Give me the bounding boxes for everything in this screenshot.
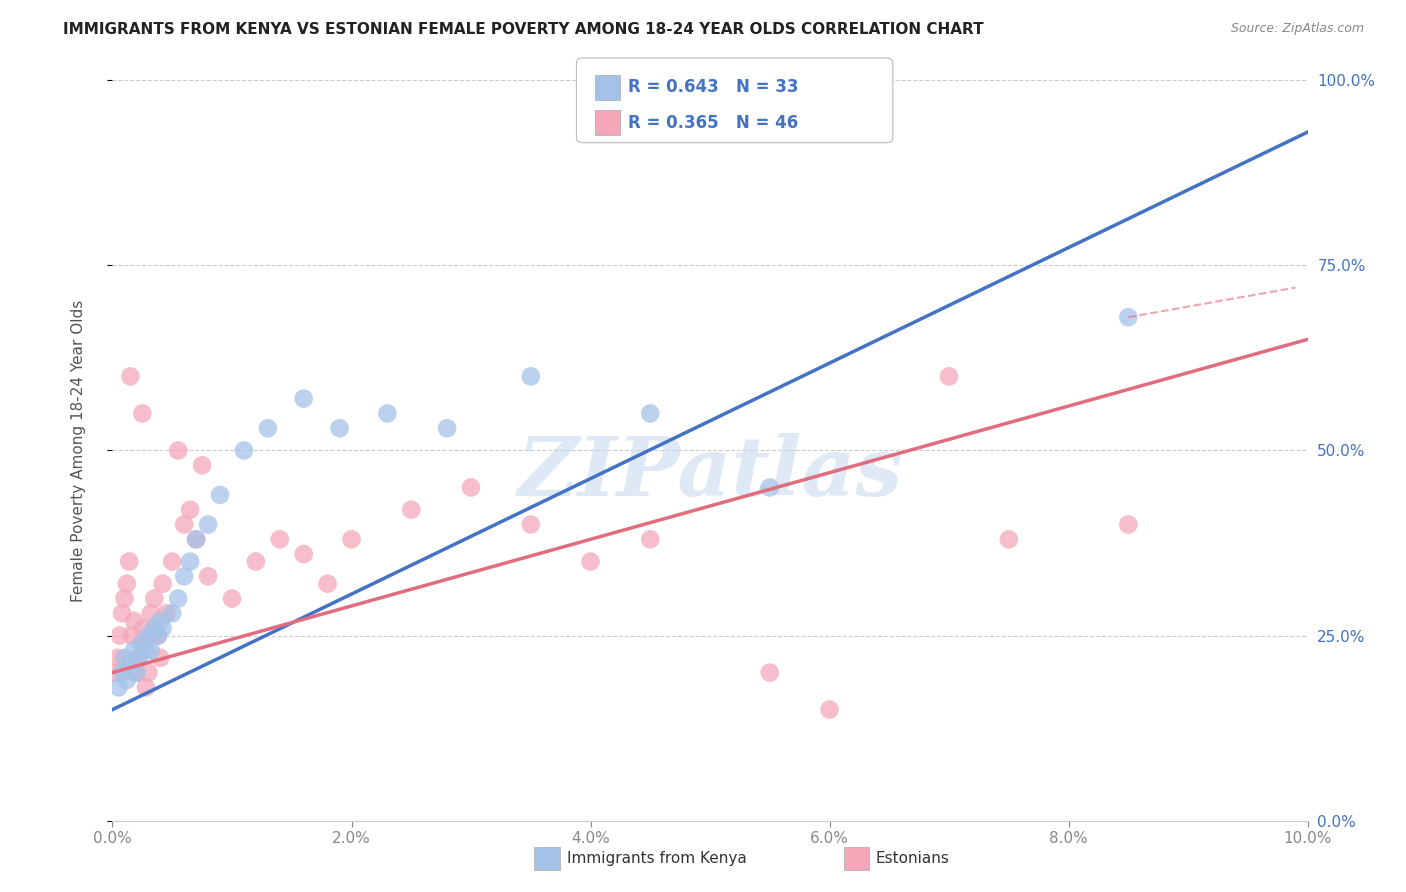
Point bbox=[135, 643, 157, 657]
Point bbox=[131, 636, 153, 650]
Point bbox=[520, 369, 543, 384]
Point bbox=[152, 621, 174, 635]
Point bbox=[132, 621, 155, 635]
Point bbox=[173, 569, 195, 583]
Point bbox=[120, 658, 142, 673]
Point bbox=[221, 591, 243, 606]
Point bbox=[329, 421, 352, 435]
Point bbox=[111, 607, 134, 621]
Point bbox=[173, 517, 195, 532]
Point bbox=[146, 628, 169, 642]
Point bbox=[138, 628, 160, 642]
Text: IMMIGRANTS FROM KENYA VS ESTONIAN FEMALE POVERTY AMONG 18-24 YEAR OLDS CORRELATI: IMMIGRANTS FROM KENYA VS ESTONIAN FEMALE… bbox=[63, 22, 984, 37]
Point bbox=[1118, 517, 1140, 532]
Point bbox=[128, 650, 150, 665]
Point bbox=[186, 533, 208, 547]
Point bbox=[114, 591, 135, 606]
Point bbox=[155, 607, 177, 621]
Point bbox=[120, 369, 142, 384]
Point bbox=[125, 665, 148, 680]
Text: ZIPatlas: ZIPatlas bbox=[517, 433, 903, 513]
Point bbox=[759, 665, 782, 680]
Point bbox=[998, 533, 1021, 547]
Point bbox=[152, 576, 174, 591]
Point bbox=[292, 392, 315, 406]
Point bbox=[149, 650, 172, 665]
Point bbox=[640, 533, 662, 547]
Text: Estonians: Estonians bbox=[876, 852, 950, 866]
Point bbox=[162, 555, 183, 569]
Point bbox=[209, 488, 232, 502]
Point bbox=[121, 628, 143, 642]
Point bbox=[108, 628, 131, 642]
Point bbox=[818, 703, 841, 717]
Point bbox=[759, 481, 782, 495]
Point bbox=[115, 576, 138, 591]
Point bbox=[125, 665, 148, 680]
Point bbox=[129, 636, 152, 650]
Point bbox=[107, 681, 129, 695]
Point bbox=[377, 407, 399, 421]
Point bbox=[146, 628, 169, 642]
Point bbox=[135, 681, 157, 695]
Point bbox=[269, 533, 291, 547]
Point bbox=[111, 665, 134, 680]
Point bbox=[139, 607, 162, 621]
Point bbox=[938, 369, 960, 384]
Point bbox=[1118, 310, 1140, 325]
Point bbox=[114, 650, 135, 665]
Point bbox=[105, 650, 128, 665]
Point bbox=[233, 443, 256, 458]
Point bbox=[186, 533, 208, 547]
Point bbox=[149, 614, 172, 628]
Point bbox=[340, 533, 363, 547]
Point bbox=[257, 421, 280, 435]
Point bbox=[197, 569, 219, 583]
Point bbox=[167, 591, 190, 606]
Point bbox=[128, 650, 150, 665]
Point bbox=[122, 614, 145, 628]
Point bbox=[104, 665, 127, 680]
Point bbox=[579, 555, 602, 569]
Point bbox=[179, 555, 201, 569]
Point bbox=[118, 555, 141, 569]
Text: R = 0.365   N = 46: R = 0.365 N = 46 bbox=[628, 114, 799, 132]
Point bbox=[143, 591, 166, 606]
Point bbox=[401, 502, 423, 516]
Point bbox=[292, 547, 315, 561]
Text: R = 0.643   N = 33: R = 0.643 N = 33 bbox=[628, 78, 799, 96]
Point bbox=[162, 607, 183, 621]
Point bbox=[143, 621, 166, 635]
Point bbox=[520, 517, 543, 532]
Point bbox=[139, 643, 162, 657]
Point bbox=[179, 502, 201, 516]
Point bbox=[316, 576, 339, 591]
Point bbox=[245, 555, 267, 569]
Point bbox=[191, 458, 214, 473]
Text: Immigrants from Kenya: Immigrants from Kenya bbox=[567, 852, 747, 866]
Y-axis label: Female Poverty Among 18-24 Year Olds: Female Poverty Among 18-24 Year Olds bbox=[72, 300, 86, 601]
Point bbox=[138, 665, 160, 680]
Point bbox=[640, 407, 662, 421]
Point bbox=[436, 421, 458, 435]
Point bbox=[122, 643, 145, 657]
Point bbox=[460, 481, 482, 495]
Point bbox=[131, 407, 153, 421]
Point bbox=[167, 443, 190, 458]
Point bbox=[115, 673, 138, 687]
Text: Source: ZipAtlas.com: Source: ZipAtlas.com bbox=[1230, 22, 1364, 36]
Point bbox=[197, 517, 219, 532]
